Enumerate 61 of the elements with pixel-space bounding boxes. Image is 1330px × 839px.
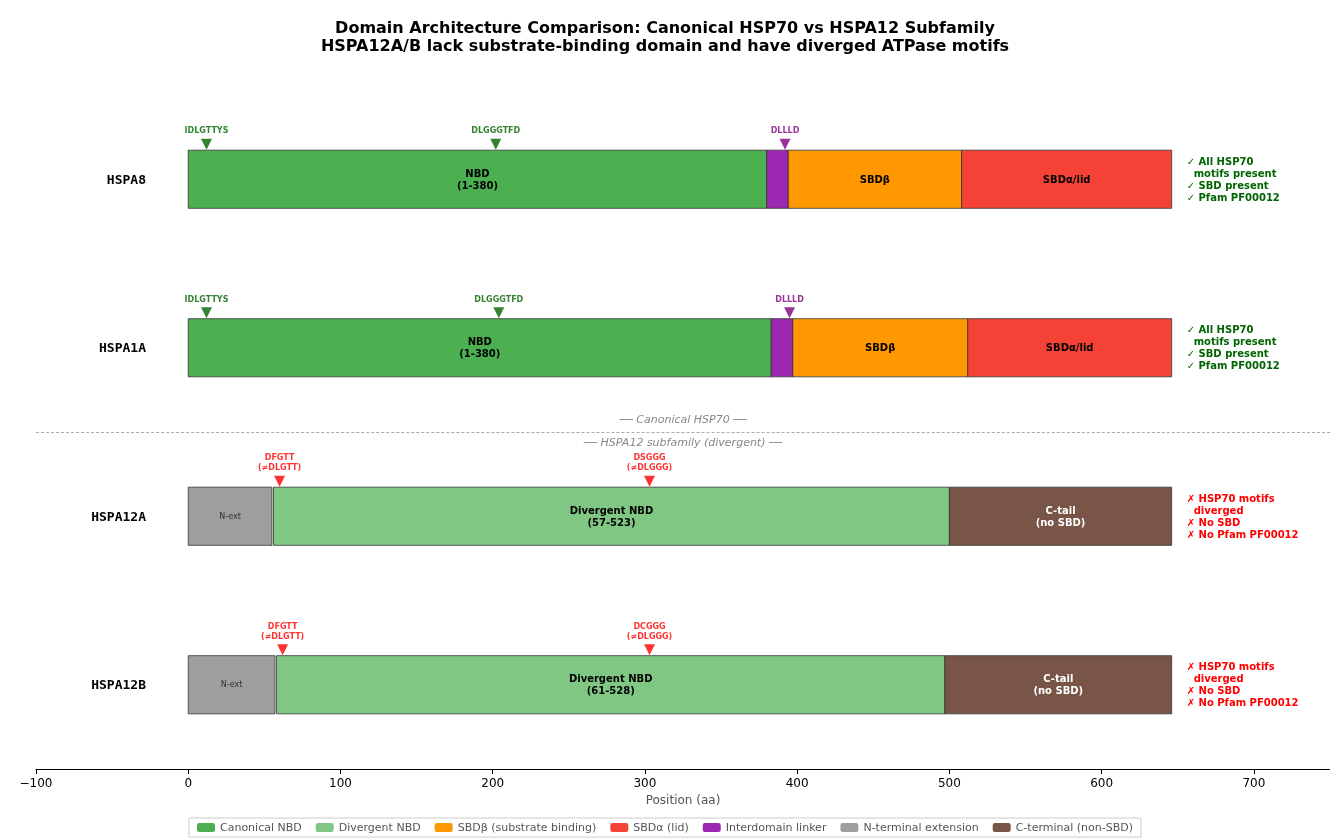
- data-label: SBDα/lid: [1045, 342, 1094, 354]
- data-label: DLLLD: [770, 126, 800, 136]
- data-label: DSGGG (≠DLGGG): [626, 453, 673, 473]
- data-label: Divergent NBD (61-528): [568, 673, 653, 697]
- annotation: ── Canonical HSP70 ──: [618, 412, 747, 426]
- data-label: NBD (1-380): [456, 167, 499, 191]
- x-axis-title: Position (aa): [645, 792, 721, 807]
- y-tick-label: HSPA1A: [99, 340, 147, 356]
- y-tick-label: HSPA12B: [91, 677, 147, 693]
- x-tick-label: −100: [19, 776, 53, 790]
- legend-label: Interdomain linker: [725, 821, 827, 834]
- point: [277, 644, 289, 656]
- point: [644, 475, 656, 487]
- point: [784, 307, 796, 319]
- annotation: ✗ HSP70 motifs diverged ✗ No SBD ✗ No Pfam PF00012: [1186, 492, 1299, 540]
- y-tick-label: HSPA12A: [91, 508, 147, 524]
- point: [201, 138, 212, 150]
- legend-label: N-terminal extension: [863, 821, 979, 834]
- data-label: DLGGGTFD: [471, 126, 521, 136]
- legend-label: Divergent NBD: [338, 821, 421, 834]
- data-label: N-ext: [219, 511, 241, 521]
- data-label: DLLLD: [775, 294, 805, 304]
- point: [490, 138, 502, 150]
- data-label: SBDβ: [859, 173, 890, 185]
- point: [493, 307, 505, 319]
- x-tick-label: 0: [184, 776, 193, 790]
- x-tick-label: 200: [481, 776, 505, 790]
- data-label: DLGGGTFD: [474, 294, 524, 304]
- x-tick-label: 400: [785, 776, 809, 790]
- data-label: SBDβ: [865, 342, 896, 354]
- data-label: SBDα/lid: [1042, 173, 1091, 185]
- legend-label: C-terminal (non-SBD): [1015, 821, 1134, 834]
- point: [644, 644, 656, 656]
- legend-label: Canonical NBD: [220, 821, 302, 834]
- annotation: ✓ All HSP70 motifs present ✓ SBD present ✓ Pfam PF00012: [1186, 155, 1280, 203]
- y-tick-label: HSPA8: [106, 171, 147, 187]
- point: [201, 307, 212, 319]
- annotation: ✗ HSP70 motifs diverged ✗ No SBD ✗ No Pfam PF00012: [1186, 661, 1299, 709]
- x-tick-label: 700: [1242, 776, 1266, 790]
- data-label: IDLGTTYS: [184, 126, 229, 136]
- annotation: ── HSPA12 subfamily (divergent) ──: [582, 435, 783, 449]
- data-label: DFGTT (≠DLGTT): [260, 621, 305, 641]
- data-label: C-tail (no SBD): [1033, 673, 1084, 697]
- point: [779, 138, 791, 150]
- data-label: N-ext: [220, 680, 243, 690]
- legend-label: SBDα (lid): [633, 821, 689, 834]
- x-tick-label: 300: [633, 776, 657, 790]
- point: [274, 475, 286, 487]
- chart-title: Domain Architecture Comparison: Canonical HSP70 vs HSPA12 Subfamily: [335, 17, 996, 37]
- x-tick-label: 600: [1090, 776, 1114, 790]
- chart-subtitle: HSPA12A/B lack substrate-binding domain and have diverged ATPase motifs: [320, 35, 1010, 55]
- annotation: ✓ All HSP70 motifs present ✓ SBD present ✓ Pfam PF00012: [1186, 324, 1280, 372]
- data-label: C-tail (no SBD): [1035, 504, 1086, 528]
- x-tick-label: 500: [937, 776, 961, 790]
- data-label: DCGGG (≠DLGGG): [626, 621, 673, 641]
- data-label: NBD (1-380): [459, 336, 501, 360]
- legend-label: SBDβ (substrate binding): [457, 821, 597, 834]
- data-label: IDLGTTYS: [184, 294, 229, 304]
- data-label: DFGTT (≠DLGTT): [257, 453, 302, 473]
- data-label: Divergent NBD (57-523): [569, 504, 654, 528]
- x-tick-label: 100: [329, 776, 352, 790]
